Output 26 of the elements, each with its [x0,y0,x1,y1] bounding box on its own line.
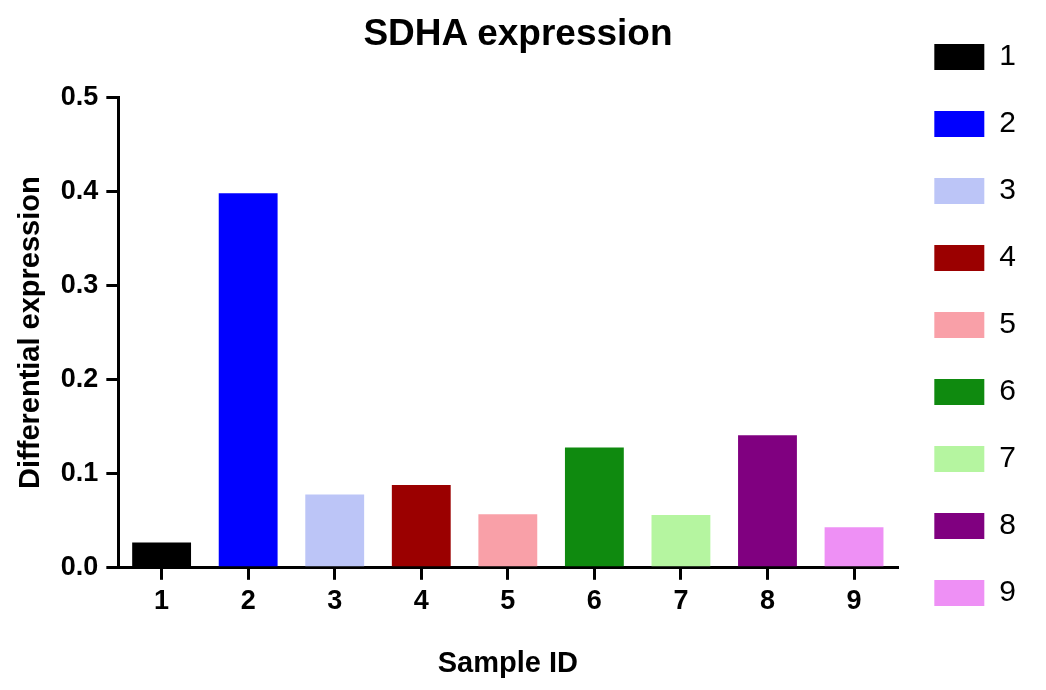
x-tick-label: 8 [759,585,775,616]
legend-label: 3 [999,172,1016,206]
legend-label: 4 [999,239,1016,273]
y-tick-label: 0.5 [60,80,99,111]
legend-label: 8 [999,507,1016,541]
legend-label: 5 [999,306,1016,340]
x-tick-label: 7 [673,585,689,616]
chart-title: SDHA expression [363,12,673,54]
x-tick-label: 5 [500,585,516,616]
y-tick-label: 0.1 [60,457,99,488]
y-tick-label: 0.4 [60,174,99,205]
x-axis-title: Sample ID [437,645,578,678]
x-tick-label: 6 [586,585,602,616]
y-axis-title: Differential expression [13,176,46,489]
legend-label: 2 [999,105,1016,139]
x-tick-label: 9 [846,585,862,616]
y-tick-label: 0.0 [60,551,99,582]
x-tick-label: 2 [240,585,256,616]
x-tick-label: 1 [154,585,170,616]
x-tick-label: 3 [327,585,343,616]
y-tick-label: 0.2 [60,363,99,394]
legend-label: 7 [999,440,1016,474]
x-tick-label: 4 [413,585,429,616]
legend-label: 1 [999,38,1016,72]
y-tick-label: 0.3 [60,269,99,300]
legend-label: 6 [999,373,1016,407]
